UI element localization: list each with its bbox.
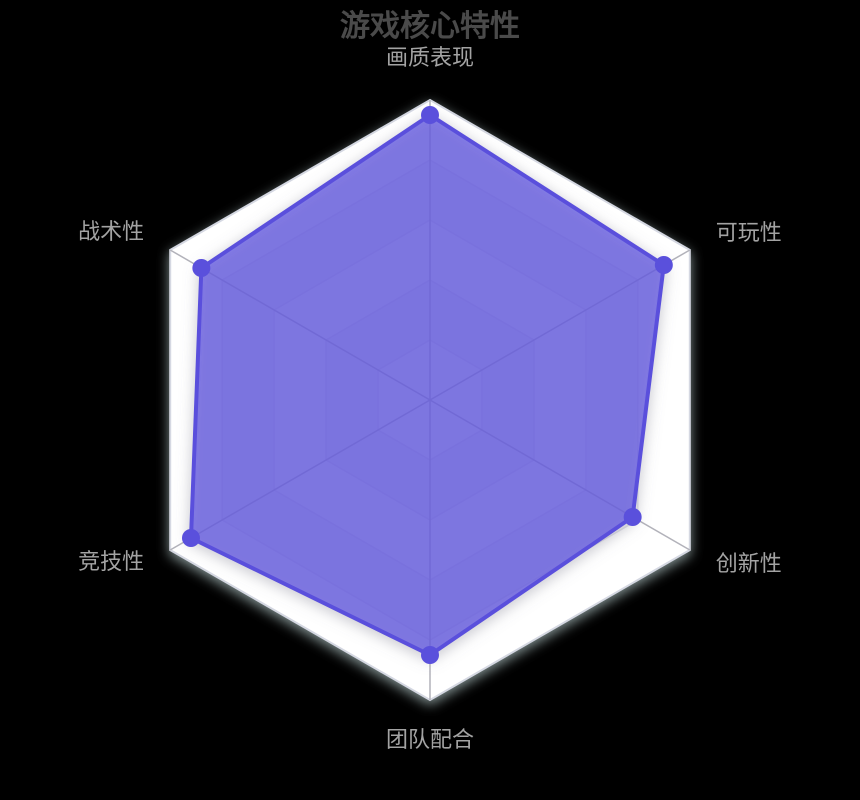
axis-label-0: 画质表现	[385, 45, 475, 70]
data-point-2[interactable]	[623, 508, 642, 526]
axis-label-5: 战术性	[78, 219, 145, 244]
data-point-3[interactable]	[421, 646, 439, 664]
data-point-5[interactable]	[192, 259, 211, 277]
data-point-1[interactable]	[654, 256, 673, 274]
axis-label-3: 团队配合	[385, 727, 475, 752]
chart-title: 游戏核心特性	[340, 10, 520, 43]
data-point-0[interactable]	[421, 106, 439, 124]
axis-label-4: 竞技性	[78, 549, 145, 574]
axis-label-2: 创新性	[715, 551, 782, 576]
axis-label-1: 可玩性	[715, 220, 782, 245]
data-point-4[interactable]	[181, 529, 200, 547]
